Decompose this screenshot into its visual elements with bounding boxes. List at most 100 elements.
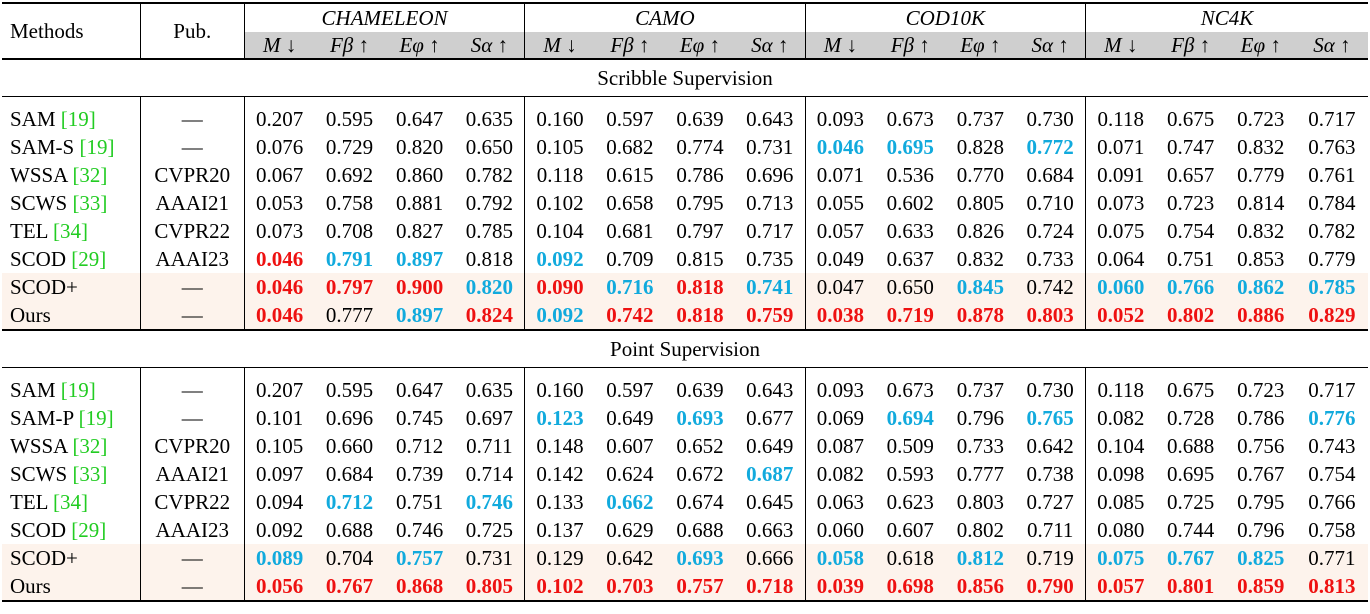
value-cell: 0.711 xyxy=(454,432,526,460)
value-cell: 0.148 xyxy=(536,434,584,458)
method-name-cell: Ours xyxy=(2,301,141,330)
pub-cell: — xyxy=(140,133,245,161)
value-cell: 0.650 xyxy=(454,133,526,161)
spacer-cell xyxy=(314,97,384,106)
value-cell: 0.682 xyxy=(606,135,654,159)
value-cell: 0.635 xyxy=(454,376,526,404)
value-cell: 0.832 xyxy=(956,247,1004,271)
method-name: SCOD+ xyxy=(10,546,78,570)
value-cell: 0.160 xyxy=(536,378,584,402)
metric-header-row: M ↓ Fβ ↑ Eφ ↑ Sα ↑ M ↓ Fβ ↑ Eφ ↑ Sα ↑ M ↓ Fβ ↑ Eφ … xyxy=(2,32,1368,59)
citation-link[interactable]: [32] xyxy=(72,434,108,458)
citation-link[interactable]: [19] xyxy=(60,378,96,402)
method-name: SCOD xyxy=(10,247,67,271)
value-cell: 0.713 xyxy=(734,189,806,217)
value-cell: 0.862 xyxy=(1225,273,1296,301)
pub-cell: CVPR20 xyxy=(140,161,245,189)
metric-header: M ↓ xyxy=(524,32,595,59)
value-cell: 0.207 xyxy=(256,107,304,131)
method-name-cell: SAM-P [19] xyxy=(2,404,141,432)
section-header-row: Scribble Supervision xyxy=(2,59,1368,97)
value-cell: 0.075 xyxy=(1085,544,1156,572)
value-cell: 0.102 xyxy=(524,572,595,601)
citation-link[interactable]: [34] xyxy=(52,490,88,514)
method-name: Ours xyxy=(10,303,51,327)
citation-link[interactable]: [19] xyxy=(78,406,114,430)
value-cell: 0.767 xyxy=(1237,462,1285,486)
value-cell: 0.814 xyxy=(1237,191,1285,215)
value-cell: 0.624 xyxy=(606,462,654,486)
citation-link[interactable]: [29] xyxy=(71,518,107,542)
value-cell: 0.772 xyxy=(1015,133,1087,161)
method-name-cell: TEL [34] xyxy=(2,488,141,516)
pub-cell: — xyxy=(140,273,245,301)
value-cell: 0.071 xyxy=(816,163,864,187)
value-cell: 0.724 xyxy=(1015,217,1087,245)
value-cell: 0.688 xyxy=(676,518,724,542)
spacer-cell xyxy=(244,368,314,377)
value-cell: 0.737 xyxy=(956,107,1004,131)
value-cell: 0.063 xyxy=(816,490,864,514)
spacer-cell xyxy=(385,97,455,106)
metric-header: Eφ ↑ xyxy=(945,32,1016,59)
value-cell: 0.607 xyxy=(886,518,934,542)
value-cell: 0.747 xyxy=(1167,135,1215,159)
spacer-cell xyxy=(454,96,526,105)
method-name: SAM-P xyxy=(10,406,74,430)
spacer-cell xyxy=(1086,368,1156,377)
pub-cell: CVPR20 xyxy=(140,432,245,460)
value-cell: 0.723 xyxy=(1237,107,1285,131)
value-cell: 0.672 xyxy=(676,462,724,486)
value-cell: 0.900 xyxy=(384,273,455,301)
value-cell: 0.704 xyxy=(314,544,385,572)
table-row: SCOD [29] AAAI23 0.046 0.791 0.897 0.818 0.092… xyxy=(2,245,1368,273)
pub-cell: — xyxy=(140,404,245,432)
citation-link[interactable]: [19] xyxy=(60,107,96,131)
value-cell: 0.719 xyxy=(1015,544,1087,572)
value-cell: 0.101 xyxy=(256,406,304,430)
value-cell: 0.677 xyxy=(734,404,806,432)
value-cell: 0.759 xyxy=(734,301,806,330)
value-cell: 0.097 xyxy=(256,462,304,486)
table-row: TEL [34] CVPR22 0.094 0.712 0.751 0.746 0.133 0… xyxy=(2,488,1368,516)
value-cell: 0.647 xyxy=(395,107,444,131)
value-cell: 0.725 xyxy=(454,516,526,544)
value-cell: 0.728 xyxy=(1167,406,1215,430)
value-cell: 0.733 xyxy=(1015,245,1087,273)
value-cell: 0.802 xyxy=(1155,301,1226,330)
spacer-cell xyxy=(1156,97,1226,106)
citation-link[interactable]: [19] xyxy=(79,135,115,159)
citation-link[interactable]: [34] xyxy=(52,219,88,243)
value-cell: 0.897 xyxy=(384,301,455,330)
value-cell: 0.094 xyxy=(256,490,304,514)
table-row: SCOD+ —0.089 0.704 0.757 0.731 0.129 0.642 0.69… xyxy=(2,544,1368,572)
dataset-header-chameleon: CHAMELEON xyxy=(244,2,526,32)
pub-cell: — xyxy=(140,544,245,572)
metric-header: Sα ↑ xyxy=(734,32,806,59)
value-cell: 0.767 xyxy=(1155,544,1226,572)
citation-link[interactable]: [29] xyxy=(71,247,107,271)
value-cell: 0.118 xyxy=(1097,107,1145,131)
citation-link[interactable]: [33] xyxy=(72,462,108,486)
pub-cell: AAAI21 xyxy=(140,189,245,217)
value-cell: 0.832 xyxy=(1237,135,1285,159)
value-cell: 0.688 xyxy=(1167,434,1215,458)
value-cell: 0.716 xyxy=(594,273,665,301)
value-cell: 0.618 xyxy=(875,544,946,572)
dataset-header-row: Methods Pub. CHAMELEON CAMO COD10K NC4K xyxy=(2,2,1368,60)
value-cell: 0.743 xyxy=(1308,434,1356,458)
table-row: SAM-S [19] —0.076 0.729 0.820 0.650 0.105 0.68… xyxy=(2,133,1368,161)
method-name-cell: SCOD+ xyxy=(2,544,141,572)
value-cell: 0.731 xyxy=(454,544,526,572)
spacer-cell xyxy=(665,97,735,106)
value-cell: 0.082 xyxy=(1097,406,1145,430)
citation-link[interactable]: [32] xyxy=(72,163,108,187)
method-name: WSSA xyxy=(10,163,68,187)
method-name: SCOD xyxy=(10,518,67,542)
value-cell: 0.795 xyxy=(676,191,724,215)
value-cell: 0.104 xyxy=(536,219,584,243)
dataset-header-cod10k: COD10K xyxy=(805,2,1087,32)
value-cell: 0.738 xyxy=(1015,460,1087,488)
metric-header: Eφ ↑ xyxy=(1225,32,1296,59)
citation-link[interactable]: [33] xyxy=(72,191,108,215)
